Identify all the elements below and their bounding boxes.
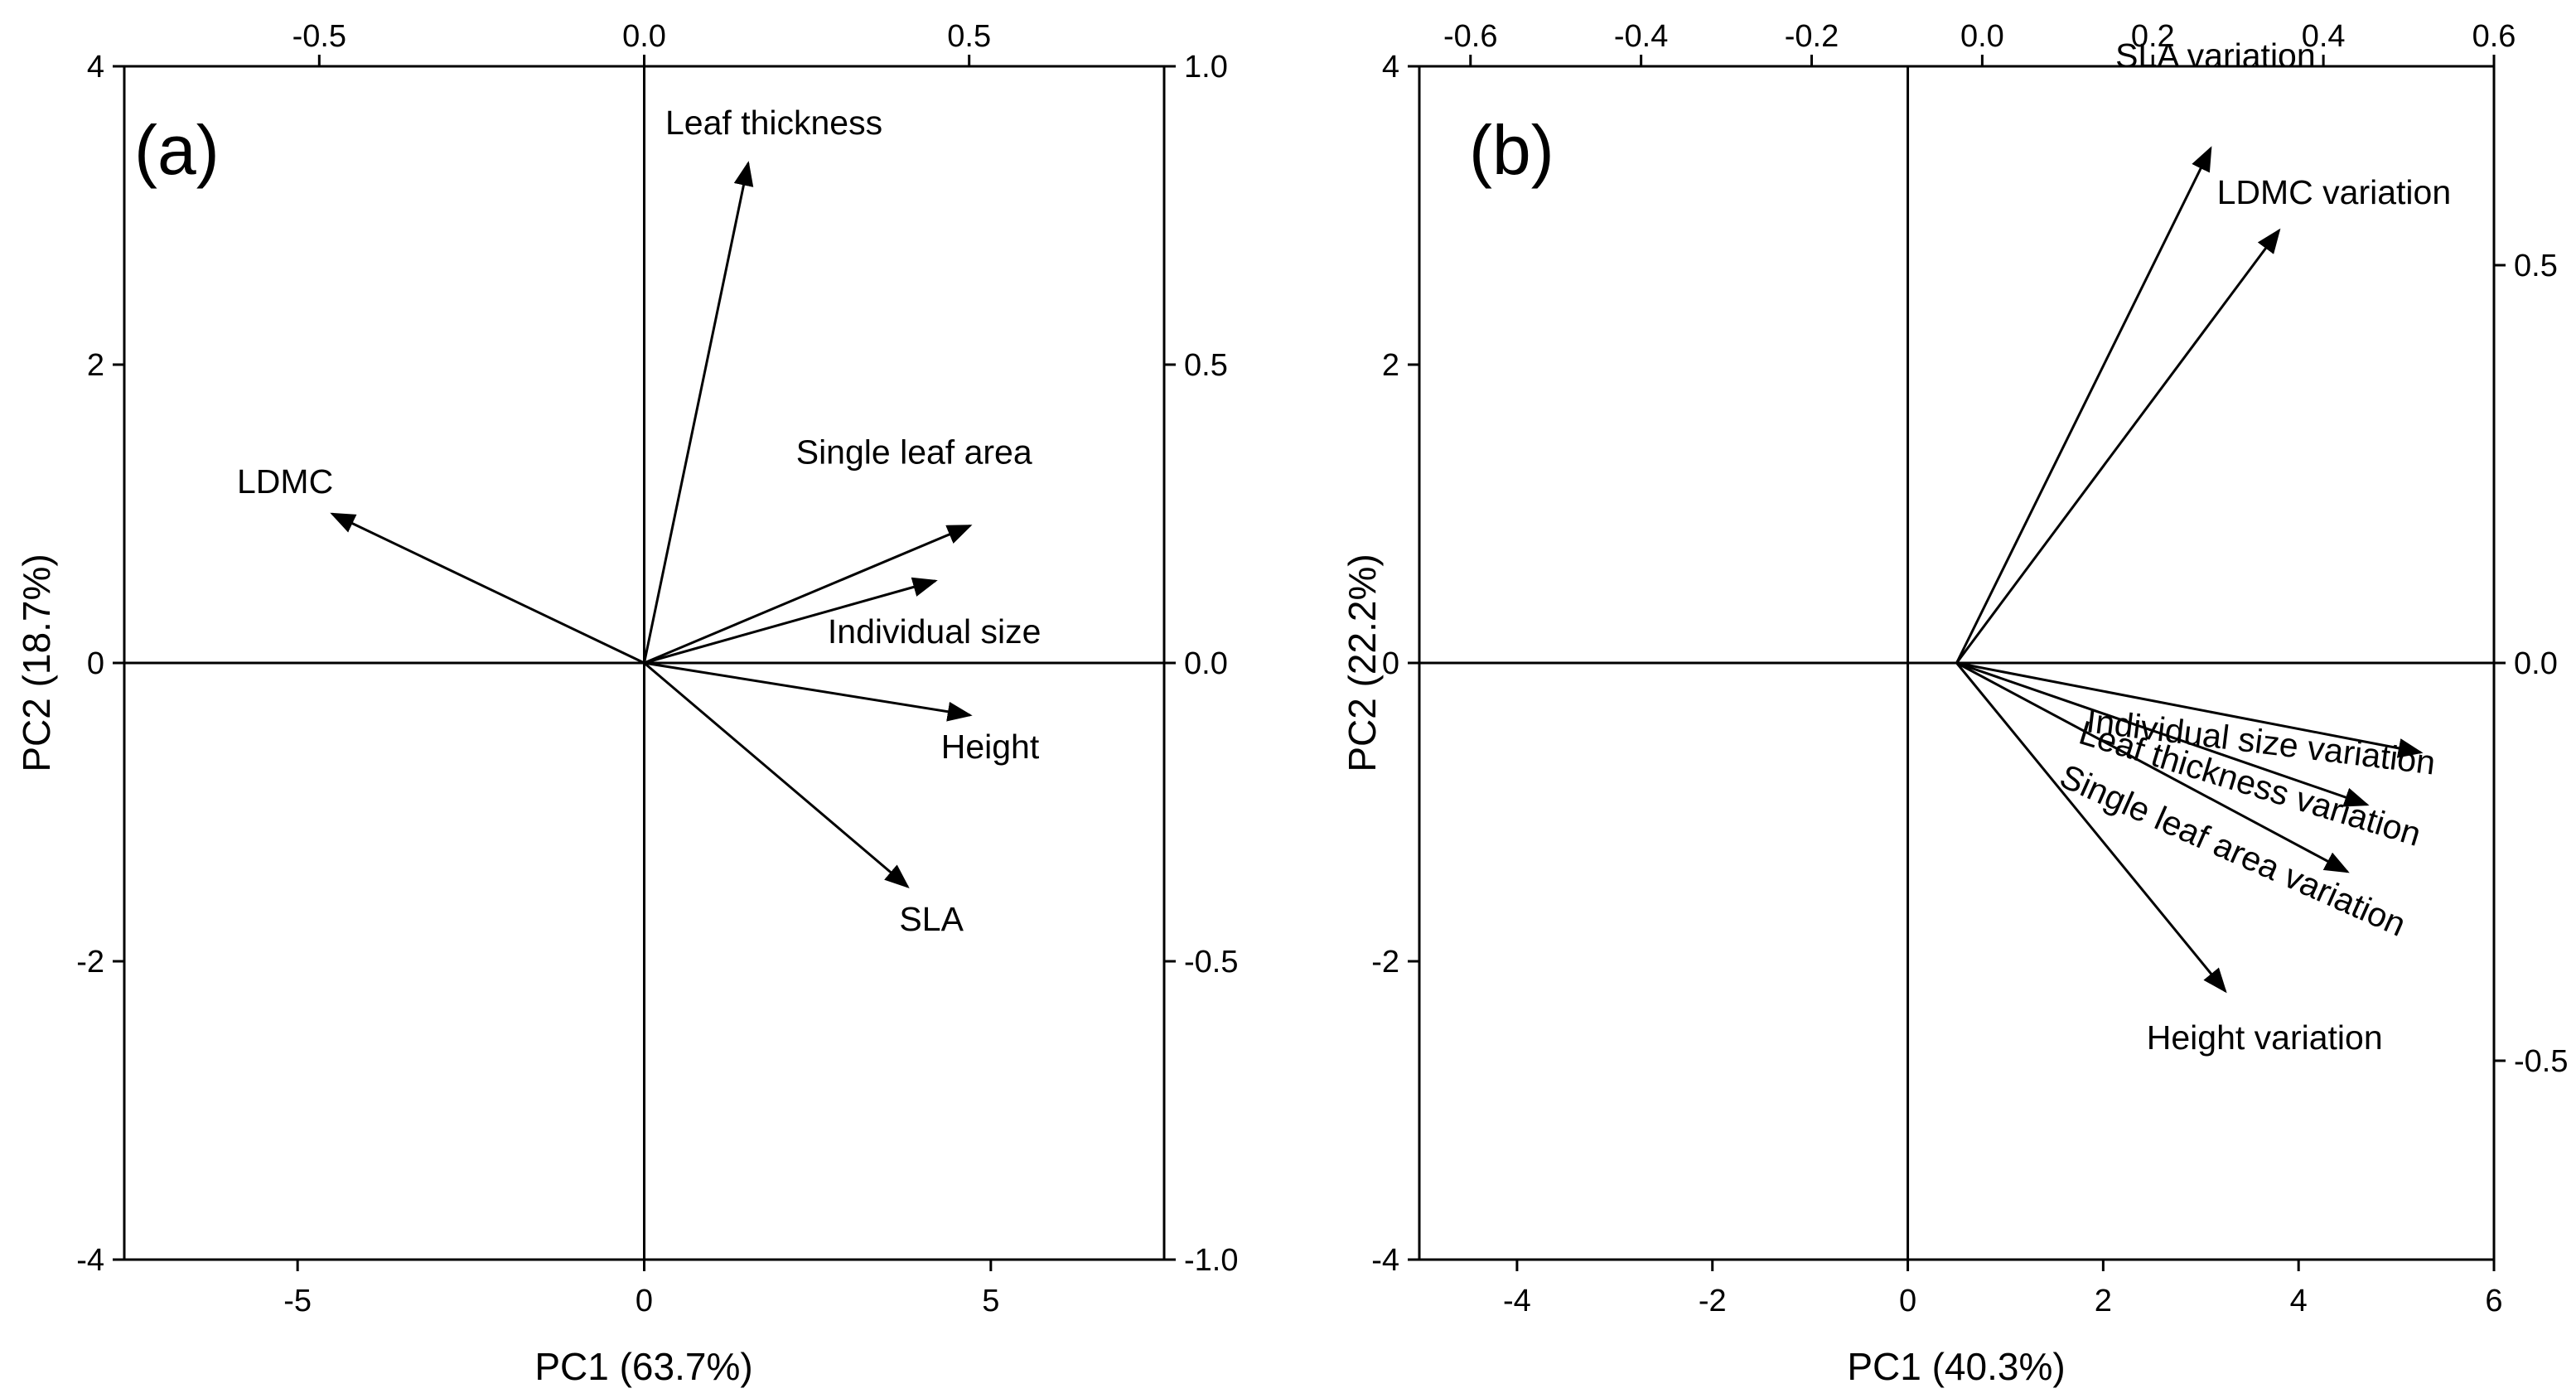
x-tick-label: -4 bbox=[1503, 1284, 1531, 1318]
y-tick-label: 0 bbox=[1382, 646, 1399, 681]
vector-label: Individual size bbox=[828, 612, 1042, 651]
x-tick-label: -5 bbox=[283, 1284, 312, 1318]
vector-label: Leaf thickness bbox=[665, 104, 882, 142]
right-tick-label: -0.5 bbox=[1184, 945, 1238, 980]
vector-arrow bbox=[1956, 661, 2370, 807]
x-ticks-a: -5 0 5 bbox=[283, 1260, 999, 1318]
top-tick-label: -0.6 bbox=[1443, 19, 1497, 54]
y-tick-label: -4 bbox=[76, 1243, 104, 1278]
right-tick-label: 0.5 bbox=[1184, 348, 1228, 383]
x-tick-label: 0 bbox=[1899, 1284, 1916, 1318]
x-tick-label: 2 bbox=[2095, 1284, 2112, 1318]
y-tick-label: -4 bbox=[1371, 1243, 1399, 1278]
y-ticks-a: -4 -2 0 2 4 bbox=[76, 50, 124, 1278]
x-tick-label: 4 bbox=[2290, 1284, 2308, 1318]
x-tick-label: 0 bbox=[636, 1284, 653, 1318]
y-axis-title-b: PC2 (22.2%) bbox=[1341, 554, 1384, 772]
y-tick-label: 0 bbox=[87, 646, 104, 681]
right-tick-label: 0.0 bbox=[2514, 646, 2558, 681]
y-tick-label: 4 bbox=[1382, 50, 1399, 85]
y-axis-title-a: PC2 (18.7%) bbox=[15, 554, 58, 772]
y-tick-label: 2 bbox=[87, 348, 104, 383]
top-tick-label: 0.0 bbox=[1960, 19, 2004, 54]
top-tick-label: -0.5 bbox=[292, 19, 346, 54]
right-tick-label: 0.5 bbox=[2514, 249, 2558, 283]
top-ticks-a: -0.5 0.0 0.5 bbox=[292, 19, 991, 66]
right-tick-label: -0.5 bbox=[2514, 1044, 2568, 1079]
vector-arrow bbox=[643, 525, 973, 665]
top-tick-label: -0.4 bbox=[1614, 19, 1668, 54]
right-tick-label: 0.0 bbox=[1184, 646, 1228, 681]
vector-label: SLA bbox=[899, 900, 964, 938]
top-tick-label: 0.4 bbox=[2302, 19, 2346, 54]
vector-arrow bbox=[644, 577, 938, 665]
panel-label-b: (b) bbox=[1469, 111, 1554, 189]
y-tick-label: -2 bbox=[76, 945, 104, 980]
right-tick-label: -1.0 bbox=[1184, 1243, 1238, 1278]
vector-label: Height variation bbox=[2147, 1018, 2383, 1057]
vector-arrow bbox=[1955, 661, 2350, 873]
vector-arrow bbox=[1955, 662, 2227, 994]
x-axis-title-b: PC1 (40.3%) bbox=[1847, 1345, 2065, 1388]
panel-label-a: (a) bbox=[134, 111, 220, 189]
panel-a: (a) PC1 (63.7%) PC2 (18.7%) -5 0 5 -4 -2 0 2 4… bbox=[15, 19, 1238, 1388]
right-tick-label: 1.0 bbox=[1184, 50, 1228, 85]
x-ticks-b: -4 -2 0 2 4 6 bbox=[1503, 1260, 2503, 1318]
vector-arrow bbox=[1955, 228, 2281, 664]
top-tick-label: -0.2 bbox=[1785, 19, 1839, 54]
top-tick-label: 0.5 bbox=[947, 19, 991, 54]
vector-arrow bbox=[644, 661, 973, 722]
vector-label: Height bbox=[941, 728, 1040, 766]
top-tick-label: 0.6 bbox=[2472, 19, 2516, 54]
vector-arrow bbox=[1955, 146, 2212, 664]
y-tick-label: 4 bbox=[87, 50, 104, 85]
vector-arrow bbox=[1956, 661, 2424, 758]
right-ticks-b: -0.5 0.0 0.5 bbox=[2494, 249, 2568, 1079]
vector-arrow bbox=[643, 161, 754, 664]
y-ticks-b: -4 -2 0 2 4 bbox=[1371, 50, 1419, 1278]
panel-b: (b) PC1 (40.3%) PC2 (22.2%) -4 -2 0 2 4 6 -4-… bbox=[1341, 19, 2568, 1388]
y-tick-label: -2 bbox=[1371, 945, 1399, 980]
top-tick-label: 0.0 bbox=[622, 19, 666, 54]
vectors-a: Leaf thickness LDMC Single leaf area Indivi… bbox=[237, 104, 1041, 938]
x-tick-label: -2 bbox=[1699, 1284, 1727, 1318]
y-tick-label: 2 bbox=[1382, 348, 1399, 383]
top-tick-label: 0.2 bbox=[2131, 19, 2175, 54]
vector-label: LDMC variation bbox=[2217, 173, 2452, 211]
x-tick-label: 6 bbox=[2485, 1284, 2502, 1318]
x-axis-title-a: PC1 (63.7%) bbox=[534, 1345, 752, 1388]
top-ticks-b: -0.6 -0.4 -0.2 0.0 0.2 0.4 0.6 bbox=[1443, 19, 2516, 66]
vector-label: Single leaf area bbox=[796, 433, 1032, 471]
x-tick-label: 5 bbox=[982, 1284, 999, 1318]
vector-arrow bbox=[643, 661, 910, 888]
right-ticks-a: -1.0 -0.5 0.0 0.5 1.0 bbox=[1164, 50, 1238, 1278]
vector-label: LDMC bbox=[237, 462, 333, 501]
vector-arrow bbox=[330, 512, 645, 665]
vector-label: SLA variation bbox=[2115, 36, 2316, 75]
